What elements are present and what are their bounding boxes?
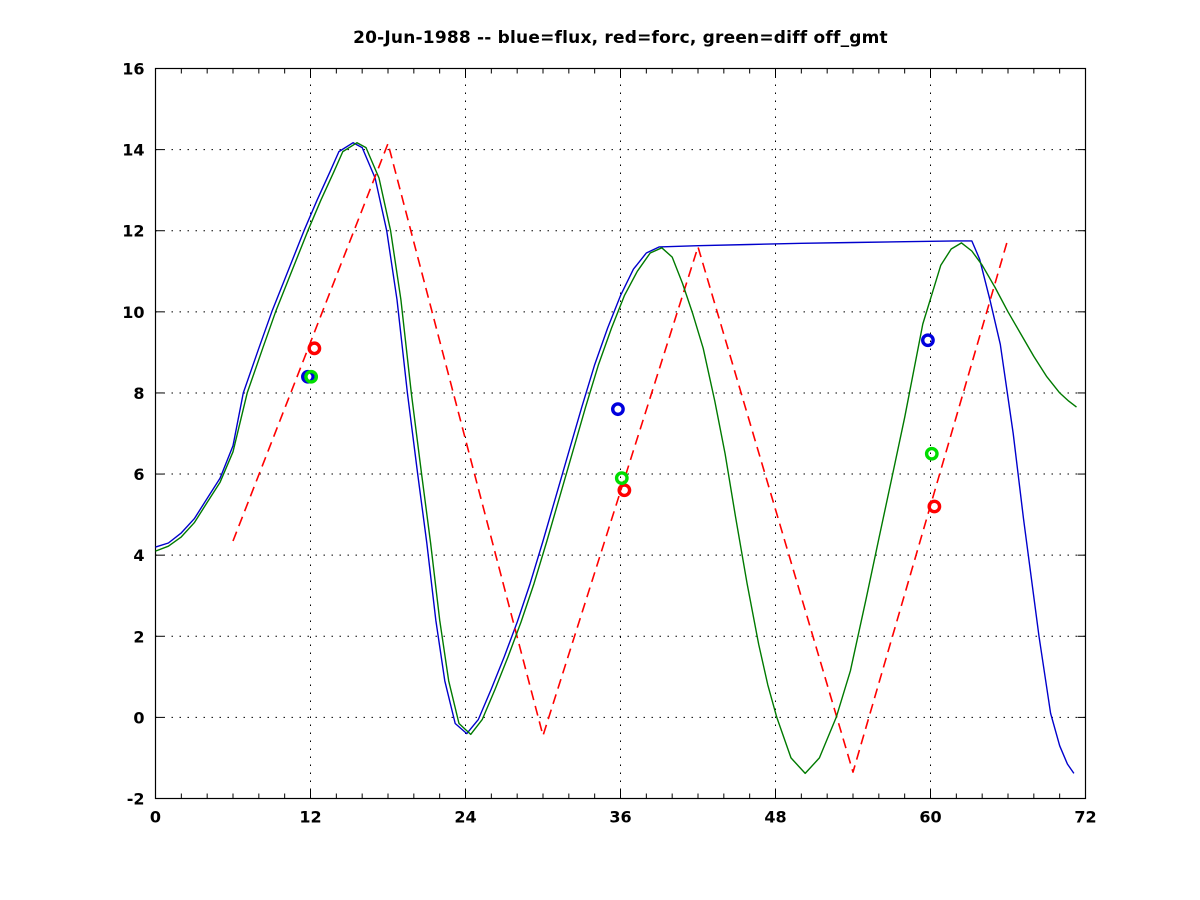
x-tick-label: 72 — [1074, 808, 1096, 827]
x-tick-label: 24 — [454, 808, 476, 827]
marker-forc-samples — [617, 483, 632, 498]
x-tick-label: 12 — [299, 808, 321, 827]
y-tick-label: 16 — [122, 60, 144, 79]
y-tick-label: 0 — [133, 708, 144, 727]
chart-title: 20-Jun-1988 -- blue=flux, red=forc, gree… — [353, 28, 888, 48]
marker-forc-samples — [307, 341, 322, 356]
series-forc — [232, 142, 1009, 773]
y-tick-label: 8 — [133, 384, 144, 403]
y-tick-label: 14 — [122, 141, 144, 160]
x-tick-label: 0 — [150, 808, 161, 827]
marker-flux-samples — [611, 402, 625, 417]
x-tick-label: 48 — [764, 808, 786, 827]
y-tick-label: -2 — [127, 790, 145, 809]
y-tick-label: 2 — [133, 627, 144, 646]
marker-forc-samples — [927, 499, 942, 514]
x-tick-label: 60 — [919, 808, 941, 827]
x-tick-label: 36 — [609, 808, 631, 827]
axis-box — [154, 67, 1087, 800]
y-tick-label: 10 — [122, 303, 144, 322]
series-diff — [155, 142, 1077, 775]
y-tick-label: 6 — [133, 465, 144, 484]
marker-flux-samples — [921, 333, 935, 348]
y-tick-label: 4 — [133, 546, 144, 565]
marker-diff-samples — [924, 446, 939, 461]
marker-diff-samples — [304, 369, 319, 384]
series-flux — [155, 142, 1075, 774]
y-tick-label: 12 — [122, 222, 144, 241]
marker-diff-samples — [614, 471, 629, 486]
